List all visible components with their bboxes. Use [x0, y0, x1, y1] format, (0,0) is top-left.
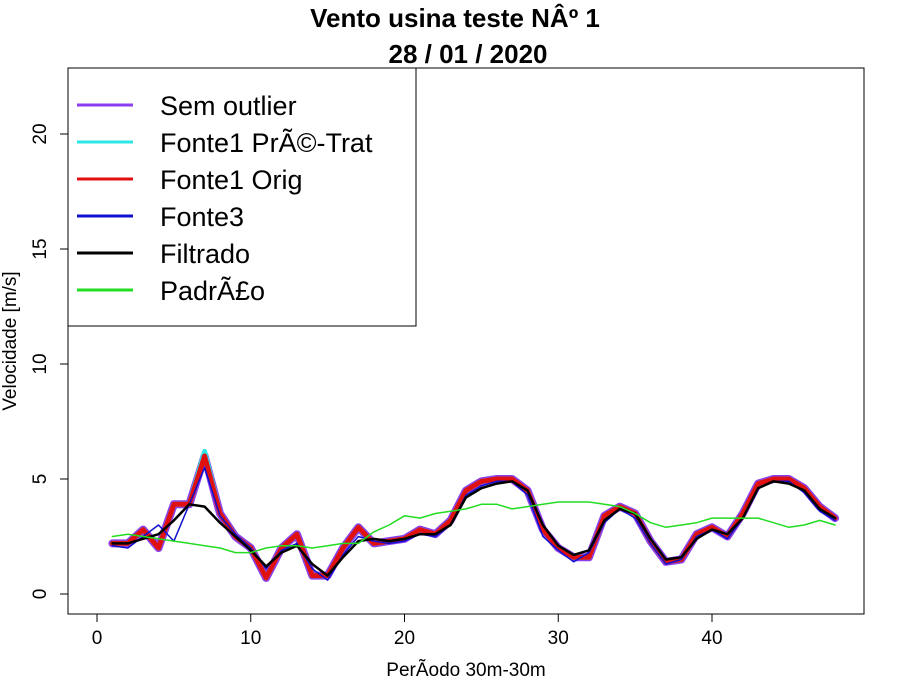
x-tick-label: 20: [394, 628, 415, 649]
y-tick-label: 5: [30, 474, 51, 485]
legend-label: Filtrado: [160, 239, 250, 269]
series-line-5: [111, 501, 836, 554]
y-tick-label: 10: [30, 353, 51, 374]
y-axis: 0 5 10 15 20: [30, 123, 69, 600]
legend: Sem outlier Fonte1 PrÃ©-Trat Fonte1 Orig Fo…: [67, 67, 417, 327]
chart-title: Vento usina teste NÂº 1: [310, 3, 600, 33]
y-tick-label: 0: [30, 589, 51, 600]
x-tick-label: 40: [701, 628, 722, 649]
y-axis-title: Velocidade [m/s]: [0, 271, 21, 410]
y-tick-label: 15: [30, 238, 51, 259]
x-tick-label: 30: [548, 628, 569, 649]
y-tick-label: 20: [30, 123, 51, 144]
x-tick-label: 0: [92, 628, 103, 649]
legend-label: PadrÃ£o: [160, 275, 265, 306]
series-layer: [108, 448, 839, 582]
x-axis: 0 10 20 30 40: [92, 613, 723, 649]
legend-label: Fonte3: [160, 202, 244, 232]
legend-label: Fonte1 Orig: [160, 165, 303, 195]
legend-box: [67, 67, 417, 327]
chart-subtitle: 28 / 01 / 2020: [388, 39, 547, 69]
x-tick-label: 10: [240, 628, 261, 649]
x-axis-title: PerÃ­odo 30m-30m: [386, 659, 545, 681]
series-line-4: [111, 480, 837, 577]
legend-label: Sem outlier: [160, 91, 297, 121]
legend-label: Fonte1 PrÃ©-Trat: [160, 127, 373, 158]
